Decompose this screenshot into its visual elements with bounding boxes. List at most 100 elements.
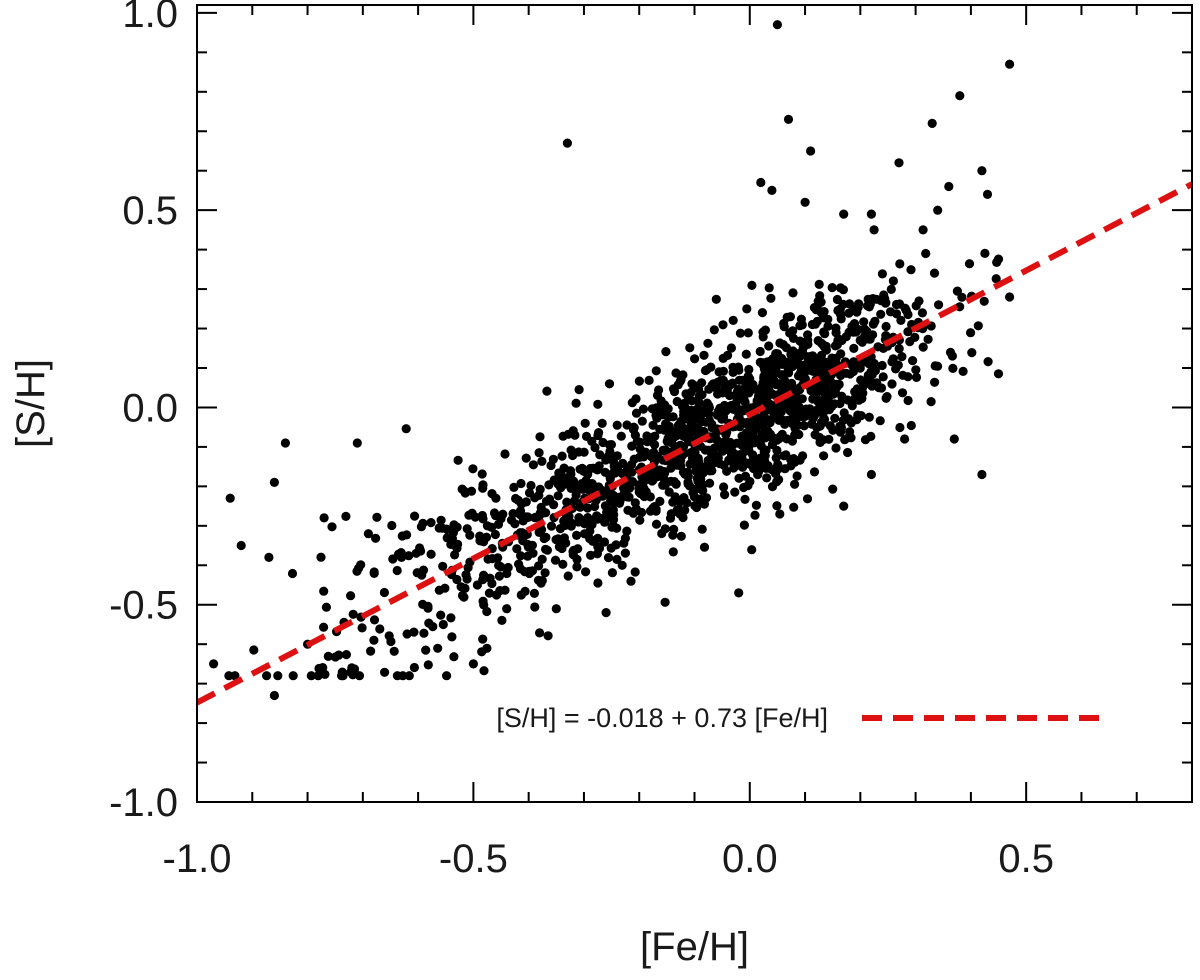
data-point xyxy=(796,314,807,324)
data-point xyxy=(683,392,693,402)
axes: -1.0 -0.5 0.0 0.5 -1.0 -0.5 0.0 0.5 1.0 xyxy=(109,0,1193,881)
y-tick-label: 0.0 xyxy=(122,386,178,430)
data-point xyxy=(982,189,993,199)
data-point xyxy=(785,312,796,322)
data-point xyxy=(631,408,642,418)
data-point xyxy=(917,308,928,318)
data-point xyxy=(426,549,436,559)
data-point xyxy=(993,369,1004,379)
data-point xyxy=(887,379,897,389)
data-point xyxy=(421,645,431,655)
data-point xyxy=(709,443,719,453)
data-point xyxy=(352,438,362,448)
data-point xyxy=(402,629,412,639)
data-point xyxy=(571,482,582,493)
data-point xyxy=(783,114,794,124)
data-point xyxy=(550,555,561,565)
data-point xyxy=(401,424,411,434)
data-point xyxy=(712,424,722,434)
data-point xyxy=(979,296,989,306)
data-point xyxy=(483,554,493,564)
data-point xyxy=(750,510,760,520)
data-point xyxy=(895,259,905,269)
data-point xyxy=(562,138,573,148)
data-point xyxy=(685,343,695,353)
data-point xyxy=(910,332,920,342)
data-point xyxy=(823,321,833,331)
data-point xyxy=(707,380,717,390)
data-point xyxy=(433,643,443,653)
data-point xyxy=(557,451,567,461)
data-point xyxy=(802,494,813,504)
data-point xyxy=(735,405,746,415)
data-point xyxy=(726,343,737,353)
data-point xyxy=(735,328,746,338)
data-point xyxy=(873,342,883,352)
data-point xyxy=(977,166,987,176)
data-point xyxy=(911,372,922,382)
data-point xyxy=(895,299,905,309)
data-point xyxy=(747,280,757,290)
data-point xyxy=(635,515,645,525)
data-point xyxy=(839,408,849,418)
data-point xyxy=(843,447,853,458)
data-point xyxy=(482,521,492,531)
data-point xyxy=(828,484,838,494)
data-point xyxy=(609,461,619,471)
data-point xyxy=(964,259,975,269)
legend: [S/H] = -0.018 + 0.73 [Fe/H] xyxy=(496,703,1108,733)
data-point xyxy=(839,209,849,219)
data-point xyxy=(482,643,492,653)
data-point xyxy=(637,450,647,460)
legend-label: [S/H] = -0.018 + 0.73 [Fe/H] xyxy=(496,703,828,733)
data-point xyxy=(447,534,457,544)
data-point xyxy=(776,407,786,417)
data-point xyxy=(926,397,936,407)
data-point xyxy=(558,559,568,569)
data-point xyxy=(524,488,535,498)
data-point xyxy=(388,554,398,564)
data-point xyxy=(797,394,807,404)
data-point xyxy=(535,484,545,494)
data-point xyxy=(722,466,732,476)
data-point xyxy=(630,567,640,577)
data-point xyxy=(847,401,857,411)
data-point xyxy=(612,420,622,430)
data-point xyxy=(594,543,605,553)
data-point xyxy=(725,380,735,390)
data-point xyxy=(866,209,877,219)
data-point xyxy=(508,508,518,519)
data-point xyxy=(806,146,816,156)
data-point xyxy=(993,254,1004,264)
data-point xyxy=(807,361,817,371)
data-point xyxy=(788,288,798,298)
data-point xyxy=(583,513,593,523)
data-point xyxy=(209,659,219,669)
data-point xyxy=(354,671,365,681)
data-point xyxy=(749,425,760,435)
data-point xyxy=(357,623,367,633)
data-point xyxy=(597,418,607,428)
data-point xyxy=(740,438,750,448)
data-point xyxy=(523,512,533,523)
data-point xyxy=(927,118,937,128)
data-point xyxy=(528,548,538,558)
data-point xyxy=(620,548,631,558)
data-point xyxy=(625,479,635,489)
data-point xyxy=(627,398,637,408)
data-point xyxy=(604,508,615,519)
data-point xyxy=(651,366,661,376)
data-point xyxy=(530,513,540,523)
data-point xyxy=(734,588,744,598)
data-point xyxy=(572,530,582,541)
data-point xyxy=(897,352,907,362)
data-point xyxy=(264,552,274,563)
data-point xyxy=(727,453,738,463)
data-point xyxy=(803,339,813,349)
data-point xyxy=(528,460,539,470)
data-point xyxy=(878,372,888,382)
data-point xyxy=(541,532,551,543)
data-point xyxy=(594,482,604,492)
data-point xyxy=(629,454,639,464)
data-point xyxy=(820,388,830,398)
